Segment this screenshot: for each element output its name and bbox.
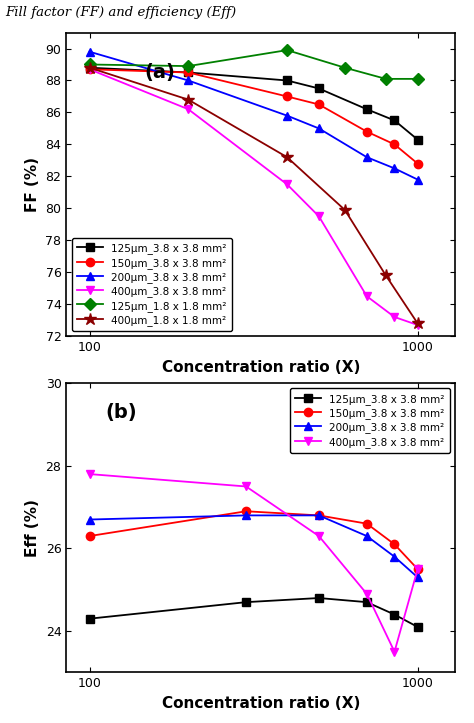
200μm_3.8 x 3.8 mm² <box>243 511 249 520</box>
Line: 150μm_3.8 x 3.8 mm²: 150μm_3.8 x 3.8 mm² <box>85 65 422 168</box>
Legend: 125μm_3.8 x 3.8 mm², 150μm_3.8 x 3.8 mm², 200μm_3.8 x 3.8 mm², 400μm_3.8 x 3.8 m: 125μm_3.8 x 3.8 mm², 150μm_3.8 x 3.8 mm²… <box>290 388 450 453</box>
400μm_1.8 x 1.8 mm² <box>284 153 290 161</box>
200μm_3.8 x 3.8 mm² <box>316 511 322 520</box>
150μm_3.8 x 3.8 mm² <box>316 100 322 108</box>
400μm_1.8 x 1.8 mm² <box>342 205 348 214</box>
X-axis label: Concentration ratio (X): Concentration ratio (X) <box>162 359 360 375</box>
400μm_1.8 x 1.8 mm² <box>383 271 389 280</box>
150μm_3.8 x 3.8 mm² <box>243 507 249 515</box>
200μm_3.8 x 3.8 mm² <box>415 573 420 582</box>
Text: (b): (b) <box>105 403 137 422</box>
Line: 125μm_3.8 x 3.8 mm²: 125μm_3.8 x 3.8 mm² <box>85 594 422 631</box>
200μm_3.8 x 3.8 mm² <box>364 153 370 161</box>
Text: Fill factor (FF) and efficiency (Eff): Fill factor (FF) and efficiency (Eff) <box>5 6 236 19</box>
150μm_3.8 x 3.8 mm² <box>392 540 397 549</box>
200μm_3.8 x 3.8 mm² <box>392 552 397 561</box>
Line: 200μm_3.8 x 3.8 mm²: 200μm_3.8 x 3.8 mm² <box>85 511 422 581</box>
Line: 400μm_3.8 x 3.8 mm²: 400μm_3.8 x 3.8 mm² <box>85 470 422 656</box>
Line: 400μm_3.8 x 3.8 mm²: 400μm_3.8 x 3.8 mm² <box>85 65 422 329</box>
125μm_1.8 x 1.8 mm² <box>415 74 420 83</box>
400μm_3.8 x 3.8 mm² <box>87 65 92 74</box>
400μm_3.8 x 3.8 mm² <box>392 312 397 321</box>
400μm_3.8 x 3.8 mm² <box>316 212 322 221</box>
Legend: 125μm_3.8 x 3.8 mm², 150μm_3.8 x 3.8 mm², 200μm_3.8 x 3.8 mm², 400μm_3.8 x 3.8 m: 125μm_3.8 x 3.8 mm², 150μm_3.8 x 3.8 mm²… <box>72 238 232 331</box>
400μm_1.8 x 1.8 mm² <box>87 64 92 72</box>
X-axis label: Concentration ratio (X): Concentration ratio (X) <box>162 696 360 711</box>
Line: 125μm_3.8 x 3.8 mm²: 125μm_3.8 x 3.8 mm² <box>85 64 422 144</box>
200μm_3.8 x 3.8 mm² <box>392 164 397 173</box>
125μm_3.8 x 3.8 mm² <box>364 105 370 114</box>
400μm_3.8 x 3.8 mm² <box>364 292 370 301</box>
150μm_3.8 x 3.8 mm² <box>415 565 420 573</box>
200μm_3.8 x 3.8 mm² <box>87 48 92 56</box>
Line: 125μm_1.8 x 1.8 mm²: 125μm_1.8 x 1.8 mm² <box>85 46 422 83</box>
125μm_3.8 x 3.8 mm² <box>392 610 397 619</box>
200μm_3.8 x 3.8 mm² <box>316 124 322 133</box>
125μm_3.8 x 3.8 mm² <box>284 76 290 85</box>
Line: 200μm_3.8 x 3.8 mm²: 200μm_3.8 x 3.8 mm² <box>85 48 422 184</box>
200μm_3.8 x 3.8 mm² <box>415 175 420 184</box>
400μm_3.8 x 3.8 mm² <box>415 565 420 573</box>
150μm_3.8 x 3.8 mm² <box>364 127 370 136</box>
400μm_3.8 x 3.8 mm² <box>284 180 290 189</box>
400μm_3.8 x 3.8 mm² <box>415 321 420 330</box>
150μm_3.8 x 3.8 mm² <box>87 65 92 74</box>
150μm_3.8 x 3.8 mm² <box>364 519 370 528</box>
125μm_1.8 x 1.8 mm² <box>87 60 92 69</box>
150μm_3.8 x 3.8 mm² <box>185 68 191 77</box>
125μm_3.8 x 3.8 mm² <box>316 84 322 93</box>
125μm_3.8 x 3.8 mm² <box>316 594 322 602</box>
400μm_1.8 x 1.8 mm² <box>415 319 420 328</box>
400μm_3.8 x 3.8 mm² <box>392 647 397 656</box>
125μm_1.8 x 1.8 mm² <box>383 74 389 83</box>
125μm_3.8 x 3.8 mm² <box>415 135 420 144</box>
150μm_3.8 x 3.8 mm² <box>415 159 420 168</box>
150μm_3.8 x 3.8 mm² <box>392 140 397 149</box>
125μm_3.8 x 3.8 mm² <box>87 64 92 72</box>
125μm_1.8 x 1.8 mm² <box>185 61 191 70</box>
200μm_3.8 x 3.8 mm² <box>185 76 191 85</box>
125μm_3.8 x 3.8 mm² <box>392 116 397 125</box>
400μm_3.8 x 3.8 mm² <box>364 589 370 598</box>
400μm_3.8 x 3.8 mm² <box>243 482 249 491</box>
Text: (a): (a) <box>144 63 175 82</box>
125μm_1.8 x 1.8 mm² <box>342 64 348 72</box>
200μm_3.8 x 3.8 mm² <box>284 111 290 120</box>
125μm_1.8 x 1.8 mm² <box>284 46 290 54</box>
200μm_3.8 x 3.8 mm² <box>364 531 370 540</box>
Y-axis label: Eff (%): Eff (%) <box>25 499 40 557</box>
125μm_3.8 x 3.8 mm² <box>185 68 191 77</box>
125μm_3.8 x 3.8 mm² <box>364 598 370 607</box>
125μm_3.8 x 3.8 mm² <box>87 615 92 623</box>
125μm_3.8 x 3.8 mm² <box>243 598 249 607</box>
Y-axis label: FF (%): FF (%) <box>25 157 40 212</box>
Line: 150μm_3.8 x 3.8 mm²: 150μm_3.8 x 3.8 mm² <box>85 507 422 573</box>
400μm_1.8 x 1.8 mm² <box>185 95 191 104</box>
125μm_3.8 x 3.8 mm² <box>415 623 420 631</box>
150μm_3.8 x 3.8 mm² <box>316 511 322 520</box>
150μm_3.8 x 3.8 mm² <box>284 92 290 100</box>
400μm_3.8 x 3.8 mm² <box>87 470 92 479</box>
200μm_3.8 x 3.8 mm² <box>87 515 92 524</box>
400μm_3.8 x 3.8 mm² <box>185 105 191 114</box>
150μm_3.8 x 3.8 mm² <box>87 531 92 540</box>
400μm_3.8 x 3.8 mm² <box>316 531 322 540</box>
Line: 400μm_1.8 x 1.8 mm²: 400μm_1.8 x 1.8 mm² <box>83 61 424 330</box>
